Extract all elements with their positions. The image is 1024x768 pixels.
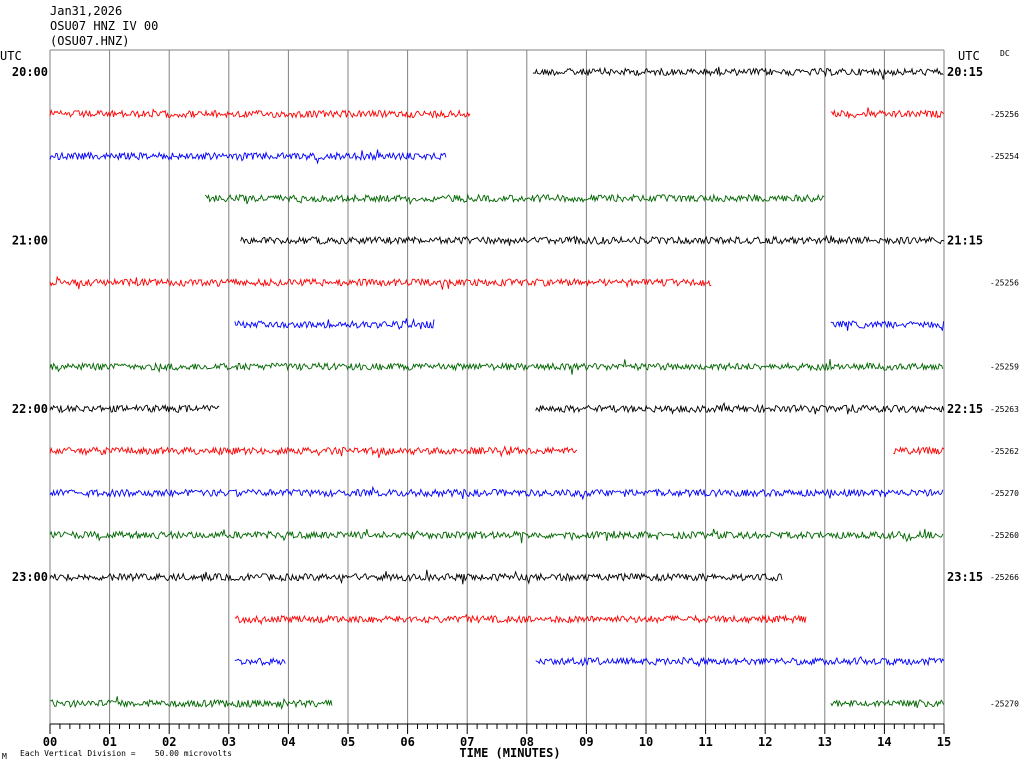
utc-label-right: UTC [958, 49, 980, 63]
trace-segment [535, 401, 945, 416]
trace-segment [535, 655, 945, 668]
x-tick-label: 15 [937, 735, 951, 749]
trace-segment [830, 320, 945, 331]
x-tick-label: 04 [281, 735, 295, 749]
trace-segment [49, 696, 333, 710]
plot-date: Jan31,2026 [50, 4, 123, 18]
row-dc-value: -25262 [990, 447, 1019, 456]
trace-segment [49, 485, 944, 501]
corner-mark: M [2, 752, 7, 761]
row-dc-value: -25259 [990, 363, 1019, 372]
trace-segment [49, 445, 578, 459]
x-axis: 00 01 02 03 04 05 06 07 08 09 10 11 12 13 14 15 TIME (MI… [43, 723, 951, 760]
trace-segment [532, 66, 944, 80]
trace-segment [830, 107, 944, 120]
row-time-label-left: 21:00 [12, 233, 48, 247]
row-dc-value: -25260 [990, 531, 1019, 540]
row-time-label-right: 22:15 [947, 402, 983, 416]
row-time-label-right: 20:15 [947, 65, 983, 79]
trace-segment [234, 317, 435, 330]
trace-segment [234, 657, 286, 667]
x-tick-label: 07 [460, 735, 474, 749]
row-dc-value: -25256 [990, 279, 1019, 288]
trace-segment [49, 149, 447, 165]
x-tick-label: 11 [698, 735, 712, 749]
x-tick-label: 10 [639, 735, 653, 749]
row-dc-value: -25256 [990, 110, 1019, 119]
x-tick-label: 03 [222, 735, 236, 749]
trace-segment [240, 234, 945, 246]
row-dc-value: -25263 [990, 405, 1019, 414]
x-tick-label: 14 [877, 735, 891, 749]
x-tick-label: 01 [102, 735, 116, 749]
x-tick-label: 00 [43, 735, 57, 749]
x-tick-label: 09 [579, 735, 593, 749]
x-tick-label: 08 [520, 735, 534, 749]
row-time-label-left: 20:00 [12, 65, 48, 79]
station-label: OSU07 HNZ IV 00 [50, 19, 159, 33]
scale-note: Each Vertical Division = 50.00 microvolt… [20, 749, 232, 758]
x-tick-label: 13 [818, 735, 832, 749]
trace-segment [49, 275, 712, 290]
station-code: (OSU07.HNZ) [50, 34, 130, 48]
x-tick-label: 12 [758, 735, 772, 749]
x-axis-title: TIME (MINUTES) [459, 746, 560, 760]
x-tick-label: 05 [341, 735, 355, 749]
trace-segment [204, 193, 825, 206]
row-dc-value: -25266 [990, 573, 1019, 582]
row-time-label-left: 22:00 [12, 402, 48, 416]
trace-segment [234, 613, 807, 626]
row-time-label-right: 21:15 [947, 233, 983, 247]
trace-segment [893, 445, 945, 456]
row-time-label-left: 23:00 [12, 570, 48, 584]
trace-segment [49, 358, 944, 375]
row-dc-value: -25270 [990, 489, 1019, 498]
trace-segment [830, 699, 945, 709]
grid-layer [49, 49, 945, 724]
trace-segment [49, 108, 471, 119]
row-dc-value: -25270 [990, 700, 1019, 709]
x-tick-label: 06 [400, 735, 414, 749]
label-layer: 20:00 20:15 -25256 -25254 21:00 21:15 -25256 -2… [12, 65, 1019, 709]
row-dc-value: -25254 [990, 152, 1019, 161]
trace-segment [49, 528, 944, 544]
trace-segment [49, 403, 220, 414]
dc-label: DC [1000, 49, 1010, 58]
x-tick-label: 02 [162, 735, 176, 749]
trace-segment [49, 569, 783, 585]
row-time-label-right: 23:15 [947, 570, 983, 584]
utc-label-left: UTC [0, 49, 22, 63]
trace-layer [49, 66, 945, 710]
